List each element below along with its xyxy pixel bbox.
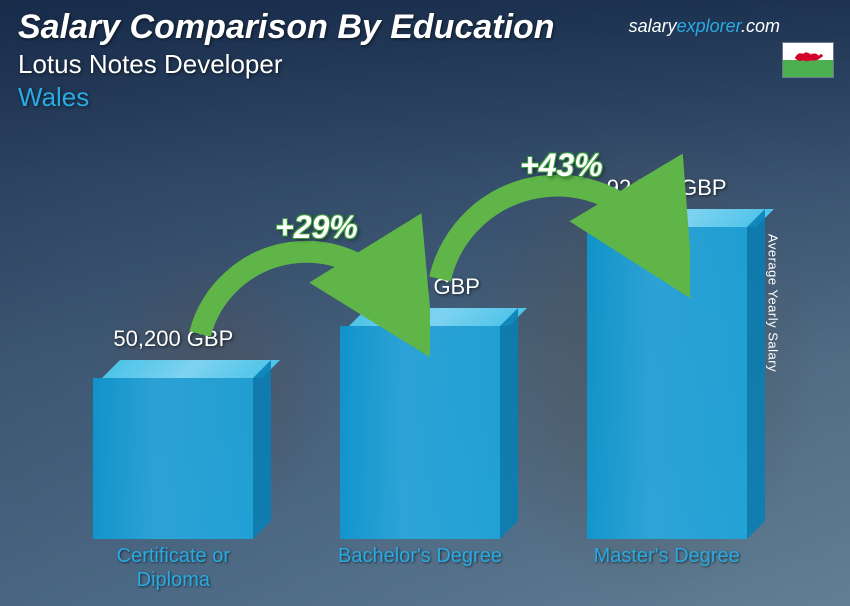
dragon-icon xyxy=(793,46,825,68)
bar-front-face xyxy=(93,378,253,539)
increase-arc-2 xyxy=(410,99,690,309)
brand-suffix: .com xyxy=(741,16,780,36)
bar-side-face xyxy=(500,308,518,539)
bar-label-3: Master's Degree xyxy=(577,544,757,594)
brand-accent: explorer xyxy=(677,16,741,36)
bar-1 xyxy=(93,360,253,539)
bar-side-face xyxy=(253,360,271,539)
chart-subtitle: Lotus Notes Developer xyxy=(18,49,832,80)
bar-label-2: Bachelor's Degree xyxy=(330,544,510,594)
brand-watermark: salaryexplorer.com xyxy=(629,16,780,37)
flag-top-stripe xyxy=(783,43,833,60)
wales-flag-icon xyxy=(782,42,834,78)
brand-prefix: salary xyxy=(629,16,677,36)
chart-region: Wales xyxy=(18,82,832,113)
increase-arc-1 xyxy=(170,164,430,364)
bar-side-face xyxy=(747,209,765,539)
pct-increase-1: +29% xyxy=(275,209,358,246)
y-axis-label: Average Yearly Salary xyxy=(765,234,780,372)
bar-label-1: Certificate or Diploma xyxy=(83,544,263,594)
bar-chart: +29% +43% 50,200 GBP 64,800 GBP xyxy=(50,114,790,594)
pct-increase-2: +43% xyxy=(520,147,603,184)
x-axis-labels: Certificate or Diploma Bachelor's Degree… xyxy=(50,544,790,594)
